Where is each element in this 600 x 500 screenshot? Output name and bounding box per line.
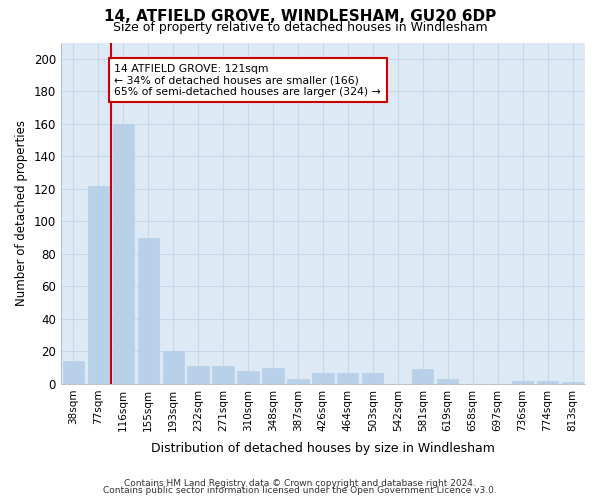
Bar [262, 368, 284, 384]
Bar [537, 380, 558, 384]
Bar [312, 372, 334, 384]
Text: Contains public sector information licensed under the Open Government Licence v3: Contains public sector information licen… [103, 486, 497, 495]
Bar [238, 371, 259, 384]
Bar [512, 380, 533, 384]
Text: 14 ATFIELD GROVE: 121sqm
← 34% of detached houses are smaller (166)
65% of semi-: 14 ATFIELD GROVE: 121sqm ← 34% of detach… [115, 64, 381, 97]
Bar [212, 366, 233, 384]
Bar [62, 361, 84, 384]
X-axis label: Distribution of detached houses by size in Windlesham: Distribution of detached houses by size … [151, 442, 495, 455]
Bar [88, 186, 109, 384]
Y-axis label: Number of detached properties: Number of detached properties [15, 120, 28, 306]
Bar [337, 372, 358, 384]
Bar [437, 379, 458, 384]
Text: 14, ATFIELD GROVE, WINDLESHAM, GU20 6DP: 14, ATFIELD GROVE, WINDLESHAM, GU20 6DP [104, 9, 496, 24]
Bar [362, 372, 383, 384]
Bar [187, 366, 209, 384]
Bar [137, 238, 159, 384]
Text: Size of property relative to detached houses in Windlesham: Size of property relative to detached ho… [113, 21, 487, 34]
Bar [562, 382, 583, 384]
Bar [287, 379, 308, 384]
Bar [412, 370, 433, 384]
Bar [113, 124, 134, 384]
Bar [163, 352, 184, 384]
Text: Contains HM Land Registry data © Crown copyright and database right 2024.: Contains HM Land Registry data © Crown c… [124, 478, 476, 488]
